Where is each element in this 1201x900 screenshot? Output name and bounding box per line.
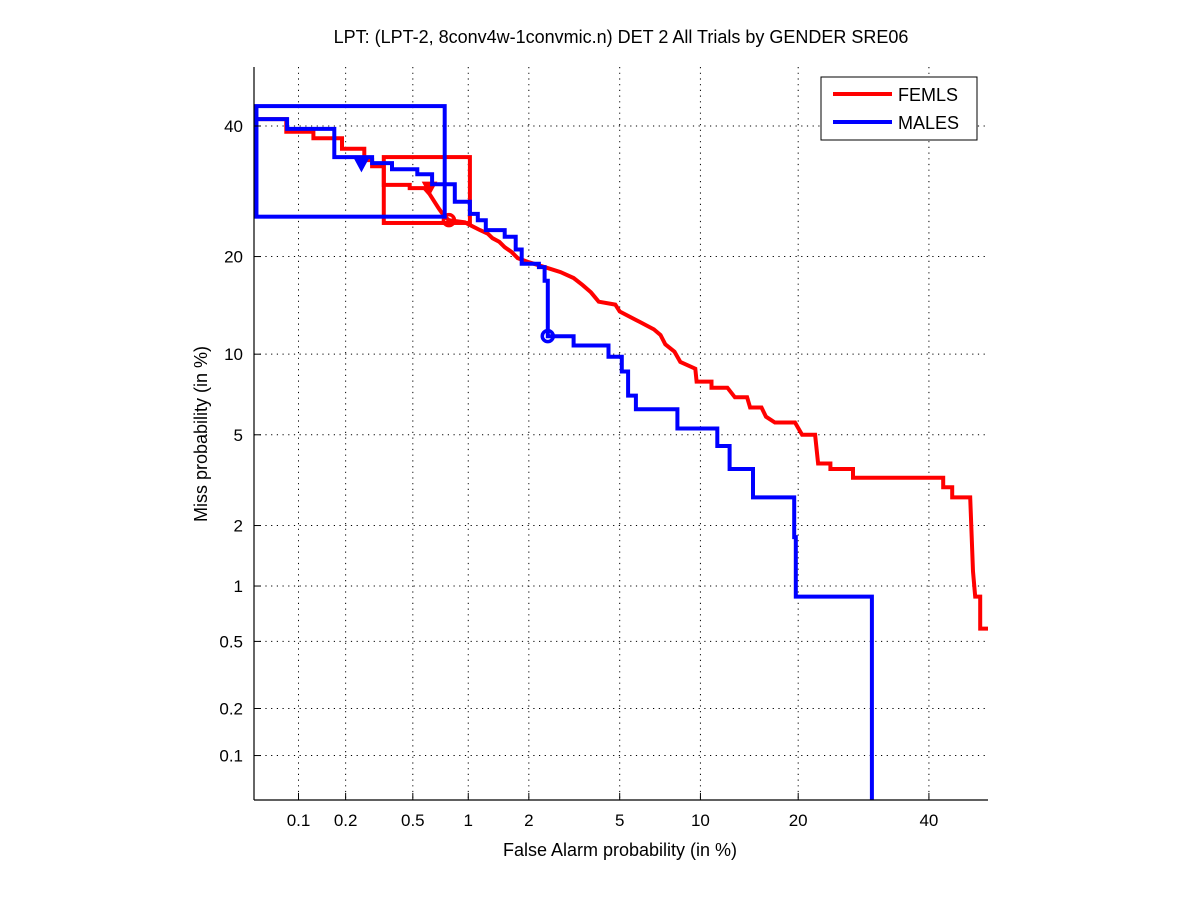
det-curve-femls	[255, 117, 988, 631]
x-ticks: 0.1 0.2 0.5 1 2 5 10 20 40	[287, 793, 938, 830]
legend: FEMLS MALES	[820, 76, 978, 141]
chart-title: LPT: (LPT-2, 8conv4w-1convmic.n) DET 2 A…	[334, 27, 909, 47]
y-tick-label: 2	[234, 517, 243, 536]
x-tick-label: 0.2	[334, 811, 358, 830]
x-tick-label: 20	[789, 811, 808, 830]
min-dcf-marker-males	[540, 328, 556, 344]
x-tick-label: 2	[524, 811, 533, 830]
x-tick-label: 1	[464, 811, 473, 830]
y-tick-label: 0.1	[219, 747, 243, 766]
x-tick-label: 0.5	[401, 811, 425, 830]
axes	[253, 67, 988, 801]
y-tick-label: 5	[234, 426, 243, 445]
series-males	[254, 104, 874, 800]
legend-label-males: MALES	[898, 113, 959, 133]
legend-box	[820, 76, 978, 141]
x-tick-label: 10	[691, 811, 710, 830]
x-tick-label: 40	[919, 811, 938, 830]
det-curve-males	[255, 117, 874, 800]
grid	[254, 67, 988, 800]
confidence-box-femls	[381, 155, 472, 225]
y-ticks: 0.1 0.2 0.5 1 2 5 10 20 40	[219, 117, 261, 766]
y-axis-title: Miss probability (in %)	[191, 346, 211, 522]
y-tick-label: 1	[234, 577, 243, 596]
min-dcf-marker-femls	[441, 212, 457, 228]
y-tick-label: 0.2	[219, 699, 243, 718]
actual-dcf-marker-males	[353, 157, 370, 173]
x-axis-title: False Alarm probability (in %)	[503, 840, 737, 860]
series-layer	[254, 104, 988, 800]
legend-label-femls: FEMLS	[898, 85, 958, 105]
y-tick-label: 40	[224, 117, 243, 136]
y-tick-label: 0.5	[219, 632, 243, 651]
confidence-box-males	[254, 104, 447, 219]
x-tick-label: 0.1	[287, 811, 311, 830]
y-tick-label: 10	[224, 345, 243, 364]
x-tick-label: 5	[615, 811, 624, 830]
y-tick-label: 20	[224, 248, 243, 267]
